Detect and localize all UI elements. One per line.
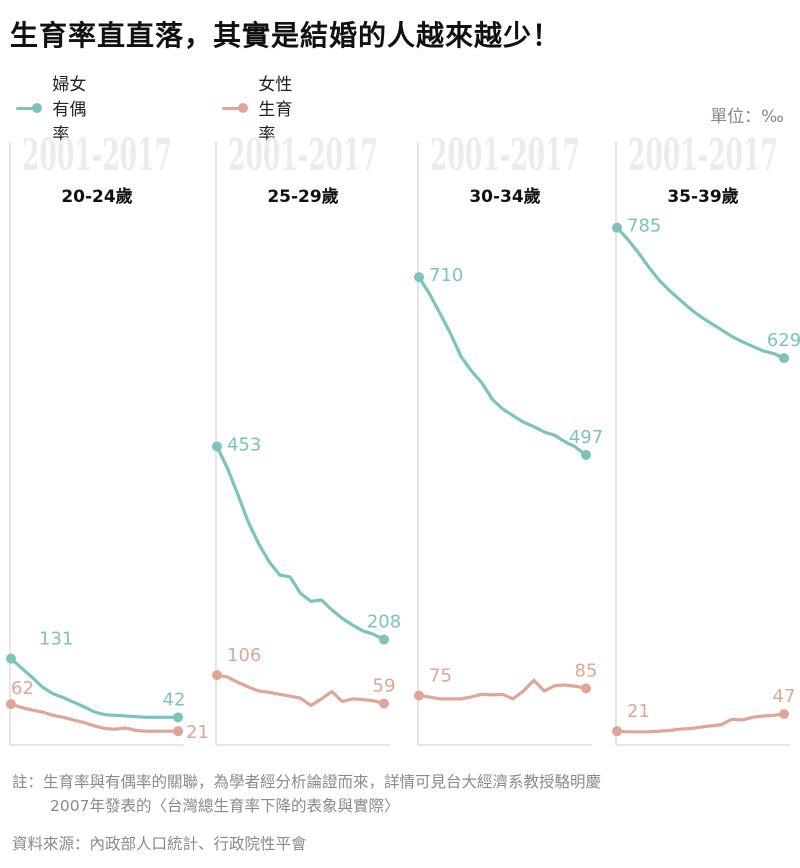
panel-watermark: 2001-2017 xyxy=(628,130,778,181)
series-start-label: 131 xyxy=(39,629,73,650)
panel-watermark: 2001-2017 xyxy=(228,130,378,181)
series-start-point xyxy=(414,272,424,283)
series-start-label: 21 xyxy=(627,701,650,722)
series-line-married xyxy=(417,275,588,457)
footnote-line-2: 2007年發表的〈台灣總生育率下降的表象與實際〉 xyxy=(50,797,400,815)
panel-title: 20-24歲 xyxy=(61,186,132,207)
series-start-label: 106 xyxy=(227,645,261,666)
series-end-point xyxy=(379,698,389,709)
series-end-label: 59 xyxy=(373,675,396,696)
panel-title: 25-29歲 xyxy=(267,186,338,207)
panel-watermark: 2001-2017 xyxy=(22,130,172,181)
series-line-married xyxy=(615,226,786,360)
legend-swatch-married xyxy=(12,101,43,115)
series-end-point xyxy=(581,683,591,694)
footnote: 註：生育率與有偶率的關聯，為學者經分析論證而來，詳情可見台大經濟系教授駱明慶 2… xyxy=(12,770,792,818)
footnote-line-1: 註：生育率與有偶率的關聯，為學者經分析論證而來，詳情可見台大經濟系教授駱明慶 xyxy=(12,773,602,791)
series-start-point xyxy=(6,653,16,664)
series-end-point xyxy=(173,726,183,737)
series-start-label: 710 xyxy=(429,265,463,286)
legend-label-fertility: 女性生育率 xyxy=(258,75,293,145)
series-start-point xyxy=(612,222,622,233)
legend-item-fertility: 女性生育率 xyxy=(218,70,303,145)
panel-title: 30-34歲 xyxy=(469,186,540,207)
series-line-fertility xyxy=(615,712,786,734)
series-end-point xyxy=(779,353,789,364)
series-start-label: 75 xyxy=(429,666,452,687)
legend-label-married: 婦女有偶率 xyxy=(52,75,87,145)
series-start-point xyxy=(612,726,622,737)
series-end-point xyxy=(379,634,389,645)
chart-area: 2001-2017 20-24歲 131 42 62 21 2001-2017 25-29歲 4… xyxy=(6,130,800,746)
series-start-point xyxy=(414,690,424,701)
series-end-point xyxy=(581,450,591,461)
legend-item-married: 婦女有偶率 xyxy=(12,70,97,145)
series-end-label: 47 xyxy=(773,686,796,707)
unit-label: 單位：‰ xyxy=(710,107,784,127)
series-end-point xyxy=(779,709,789,720)
series-end-label: 21 xyxy=(186,722,209,743)
series-end-point xyxy=(173,712,183,723)
series-start-label: 453 xyxy=(227,434,261,455)
series-end-label: 85 xyxy=(575,660,598,681)
series-start-point xyxy=(212,441,222,452)
panel-watermark: 2001-2017 xyxy=(430,130,580,181)
series-line-married xyxy=(215,444,386,642)
panel-title: 35-39歲 xyxy=(667,186,738,207)
series-end-label: 629 xyxy=(767,330,800,351)
series-end-label: 497 xyxy=(569,427,603,448)
legend-swatch-fertility xyxy=(218,101,249,115)
series-start-point xyxy=(6,699,16,710)
series-line-married xyxy=(9,657,180,719)
series-start-label: 62 xyxy=(11,678,34,699)
series-end-label: 42 xyxy=(163,689,186,710)
page-title: 生育率直直落，其實是結婚的人越來越少！ xyxy=(10,19,562,52)
series-line-fertility xyxy=(215,673,386,708)
series-line-fertility xyxy=(9,702,180,733)
series-start-point xyxy=(212,670,222,681)
series-line-fertility xyxy=(417,678,588,701)
source-note: 資料來源：內政部人口統計、行政院性平會 xyxy=(12,835,307,853)
series-start-label: 785 xyxy=(627,216,661,237)
series-end-label: 208 xyxy=(367,612,401,633)
